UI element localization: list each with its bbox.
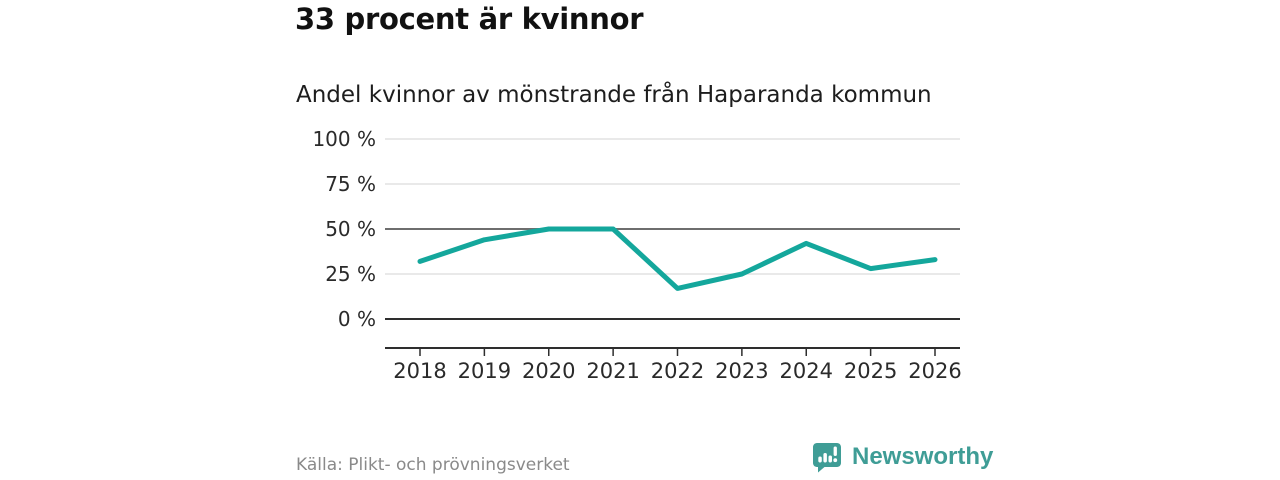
line-chart: 0 % 25 % 50 % 75 % 100 % 2018 2019 2020 2021 2022… [312, 127, 961, 383]
y-tick-label: 0 % [338, 307, 376, 331]
x-tick-label: 2018 [393, 359, 446, 383]
chart-title: 33 procent är kvinnor [295, 2, 644, 36]
y-tick-label: 75 % [325, 172, 376, 196]
newsworthy-logo: Newsworthy [810, 440, 993, 474]
newsworthy-bubble-chart-icon [813, 443, 841, 473]
y-tick-label: 50 % [325, 217, 376, 241]
source-note: Källa: Plikt- och prövningsverket [296, 455, 570, 475]
x-tick-label: 2024 [780, 359, 833, 383]
chart-subtitle: Andel kvinnor av mönstrande från Haparan… [296, 82, 932, 108]
y-tick-label: 100 % [312, 127, 376, 151]
newsworthy-wordmark: Newsworthy [852, 443, 994, 470]
x-tick-label: 2019 [458, 359, 511, 383]
x-tick-label: 2026 [908, 359, 961, 383]
x-tick-label: 2025 [844, 359, 897, 383]
x-tick-label: 2022 [651, 359, 704, 383]
data-line-andel-kvinnor-av-mönstrande [417, 226, 938, 291]
x-tick-label: 2020 [522, 359, 575, 383]
y-tick-label: 25 % [325, 262, 376, 286]
x-tick-label: 2023 [715, 359, 768, 383]
x-tick-label: 2021 [586, 359, 639, 383]
